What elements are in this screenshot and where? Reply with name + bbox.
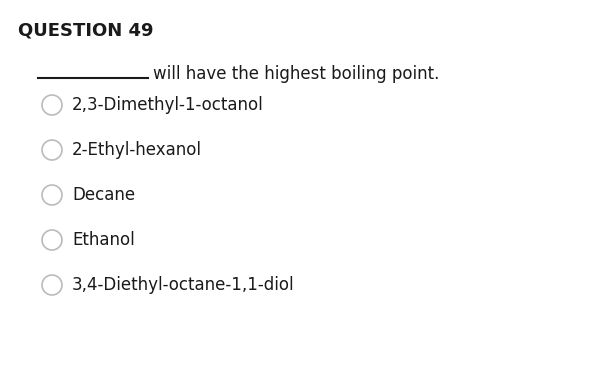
Text: QUESTION 49: QUESTION 49 xyxy=(18,22,153,40)
Text: Ethanol: Ethanol xyxy=(72,231,135,249)
Text: will have the highest boiling point.: will have the highest boiling point. xyxy=(153,65,439,83)
Text: 3,4-Diethyl-octane-1,1-diol: 3,4-Diethyl-octane-1,1-diol xyxy=(72,276,295,294)
Text: 2-Ethyl-hexanol: 2-Ethyl-hexanol xyxy=(72,141,202,159)
Text: 2,3-Dimethyl-1-octanol: 2,3-Dimethyl-1-octanol xyxy=(72,96,264,114)
Text: Decane: Decane xyxy=(72,186,135,204)
